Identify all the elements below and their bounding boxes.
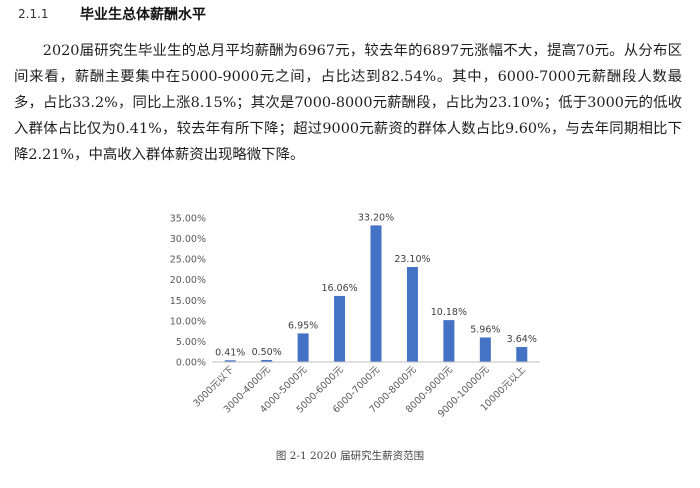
data-label: 6.95% [288, 320, 318, 331]
y-tick-label: 35.00% [170, 214, 206, 225]
bar [479, 337, 491, 362]
bar [297, 333, 309, 362]
data-label: 3.64% [507, 334, 537, 345]
x-axis-labels: 3000元以下3000-4000元4000-5000元5000-6000元600… [191, 364, 528, 420]
body-paragraph: 2020届研究生毕业生的总月平均薪酬为6967元，较去年的6897元涨幅不大，提… [14, 43, 682, 163]
y-axis: 0.00% 5.00% 10.00% 15.00% 20.00% 25.00% 30.00%… [170, 214, 206, 369]
bar [443, 320, 455, 362]
y-tick-label: 25.00% [170, 255, 206, 266]
y-tick-label: 30.00% [170, 234, 206, 245]
y-tick-label: 5.00% [176, 337, 206, 348]
data-label: 0.41% [215, 347, 245, 358]
section-heading: 2.1.1 毕业生总体薪酬水平 [18, 4, 206, 24]
bar [406, 266, 418, 362]
salary-bar-chart: 0.00% 5.00% 10.00% 15.00% 20.00% 25.00% 30.00%… [170, 212, 540, 420]
section-number: 2.1.1 [18, 7, 49, 21]
bars [224, 225, 528, 362]
data-label: 5.96% [470, 324, 500, 335]
bar [370, 225, 382, 362]
y-tick-label: 20.00% [170, 275, 206, 286]
bar [261, 359, 273, 362]
figure-caption: 图 2-1 2020 届研究生薪资范围 [275, 450, 425, 462]
y-tick-label: 10.00% [170, 316, 206, 327]
data-label: 10.18% [431, 307, 467, 318]
data-label: 33.20% [358, 212, 394, 223]
data-label: 0.50% [252, 347, 282, 358]
section-title: 毕业生总体薪酬水平 [80, 7, 206, 23]
bar [334, 295, 346, 362]
bar [516, 347, 528, 362]
bar [224, 360, 236, 362]
y-tick-label: 0.00% [176, 358, 206, 369]
data-label: 23.10% [394, 254, 430, 265]
y-tick-label: 15.00% [170, 296, 206, 307]
data-label: 16.06% [321, 283, 357, 294]
value-labels: 0.41% 0.50% 6.95% 16.06% 33.20% 23.10% 10.18%5… [215, 212, 537, 358]
